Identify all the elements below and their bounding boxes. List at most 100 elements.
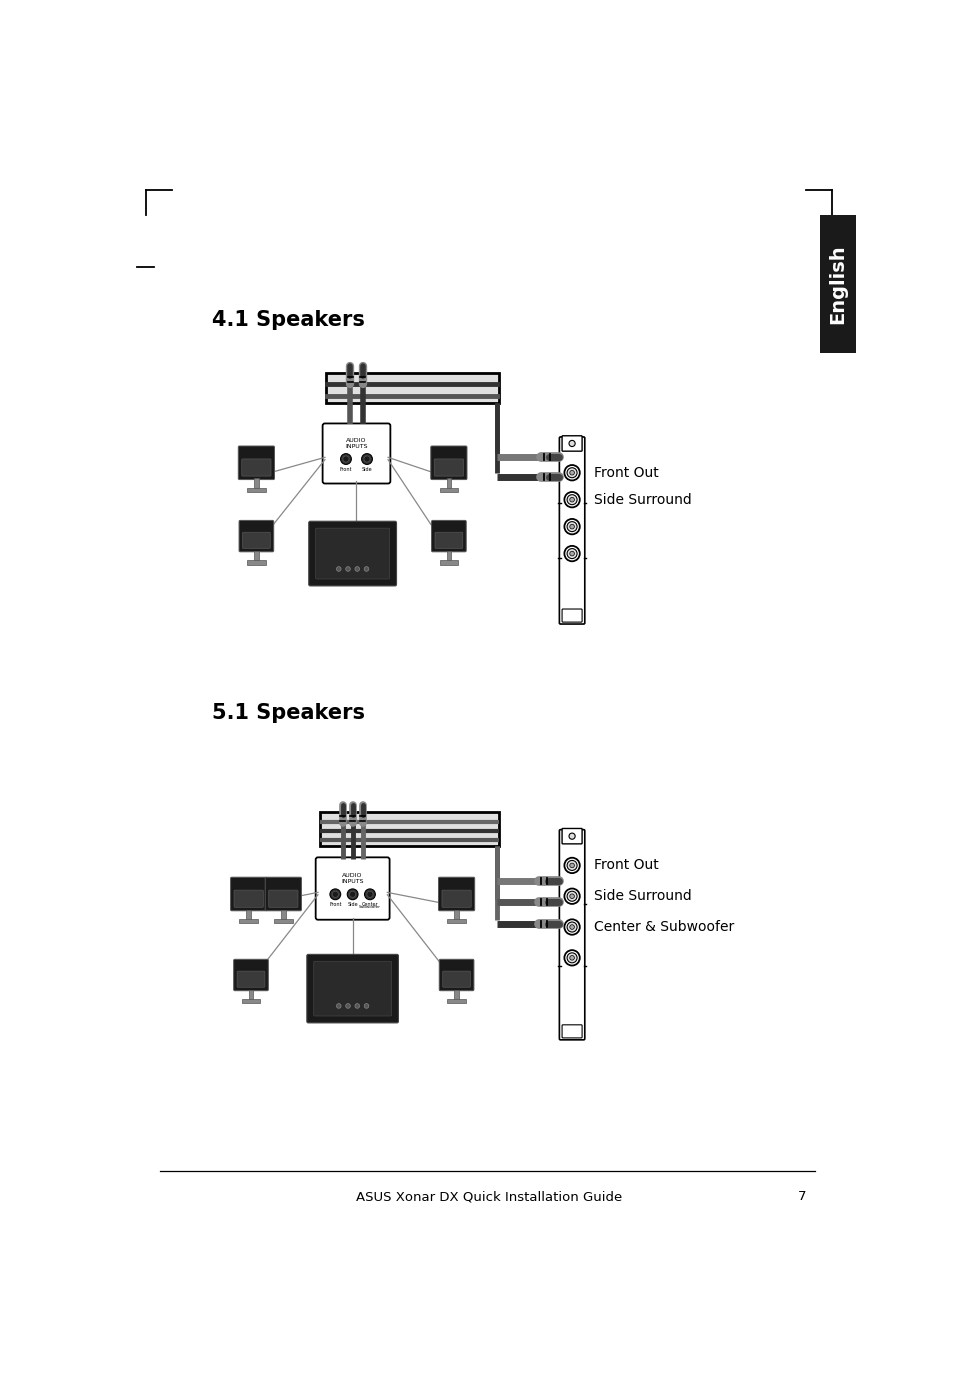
Circle shape: [330, 889, 340, 899]
Circle shape: [564, 519, 579, 535]
Text: Subwoofer: Subwoofer: [358, 905, 380, 909]
Bar: [454, 990, 458, 1001]
Text: Center: Center: [361, 902, 378, 908]
Text: Center & Subwoofer: Center & Subwoofer: [594, 920, 734, 934]
Text: Side Surround: Side Surround: [594, 889, 692, 903]
FancyBboxPatch shape: [561, 1025, 581, 1038]
FancyBboxPatch shape: [241, 459, 271, 476]
Bar: [454, 909, 458, 920]
Circle shape: [569, 551, 574, 555]
FancyBboxPatch shape: [558, 437, 584, 624]
Circle shape: [566, 468, 577, 477]
Circle shape: [345, 567, 350, 571]
Bar: [447, 999, 465, 1004]
Bar: [239, 919, 257, 923]
Circle shape: [564, 465, 579, 480]
FancyBboxPatch shape: [322, 423, 390, 483]
Circle shape: [569, 863, 574, 867]
Circle shape: [564, 919, 579, 935]
FancyBboxPatch shape: [237, 972, 265, 987]
Circle shape: [564, 491, 579, 507]
FancyBboxPatch shape: [431, 521, 466, 551]
FancyBboxPatch shape: [265, 877, 301, 910]
Text: English: English: [828, 244, 846, 324]
Text: Side: Side: [361, 466, 372, 472]
FancyBboxPatch shape: [309, 521, 396, 586]
Circle shape: [355, 567, 359, 571]
Circle shape: [336, 567, 341, 571]
Circle shape: [566, 954, 577, 963]
Circle shape: [566, 922, 577, 933]
Bar: [246, 909, 251, 920]
Text: Front: Front: [339, 466, 352, 472]
Circle shape: [566, 494, 577, 505]
FancyBboxPatch shape: [441, 889, 471, 908]
FancyBboxPatch shape: [561, 436, 581, 451]
Circle shape: [332, 891, 338, 898]
Bar: [325, 373, 498, 404]
FancyBboxPatch shape: [233, 889, 263, 908]
Circle shape: [566, 548, 577, 558]
FancyBboxPatch shape: [269, 889, 297, 908]
Text: 5.1 Speakers: 5.1 Speakers: [213, 703, 365, 722]
Circle shape: [568, 440, 575, 447]
Circle shape: [569, 470, 574, 475]
Circle shape: [364, 889, 375, 899]
Circle shape: [336, 1004, 341, 1008]
Text: ASUS Xonar DX Quick Installation Guide: ASUS Xonar DX Quick Installation Guide: [355, 1190, 621, 1203]
Text: AUDIO
INPUTS: AUDIO INPUTS: [341, 873, 363, 884]
Text: 7: 7: [797, 1190, 805, 1203]
Circle shape: [566, 860, 577, 870]
Bar: [820, 214, 856, 354]
Circle shape: [340, 454, 351, 465]
Circle shape: [569, 894, 574, 899]
Circle shape: [361, 454, 372, 465]
FancyBboxPatch shape: [315, 528, 389, 579]
Circle shape: [564, 546, 579, 561]
FancyBboxPatch shape: [434, 459, 463, 476]
Bar: [247, 560, 265, 565]
Circle shape: [564, 857, 579, 873]
Bar: [253, 479, 258, 489]
Circle shape: [364, 1004, 369, 1008]
Circle shape: [347, 889, 357, 899]
Circle shape: [566, 522, 577, 532]
FancyBboxPatch shape: [242, 532, 270, 548]
FancyBboxPatch shape: [315, 857, 389, 920]
Circle shape: [345, 1004, 350, 1008]
Bar: [439, 560, 457, 565]
Text: Front Out: Front Out: [594, 466, 659, 480]
FancyBboxPatch shape: [314, 962, 391, 1016]
Circle shape: [363, 457, 370, 462]
FancyBboxPatch shape: [231, 877, 267, 910]
FancyBboxPatch shape: [558, 830, 584, 1040]
Circle shape: [569, 525, 574, 529]
Circle shape: [569, 924, 574, 930]
Bar: [446, 479, 451, 489]
Bar: [247, 487, 265, 493]
FancyBboxPatch shape: [561, 610, 581, 622]
Bar: [253, 551, 258, 561]
Bar: [447, 919, 465, 923]
FancyBboxPatch shape: [431, 445, 466, 480]
Bar: [281, 909, 285, 920]
Circle shape: [564, 951, 579, 966]
FancyBboxPatch shape: [238, 445, 274, 480]
FancyBboxPatch shape: [435, 532, 462, 548]
FancyBboxPatch shape: [438, 959, 474, 991]
FancyBboxPatch shape: [233, 959, 268, 991]
Text: Side: Side: [347, 902, 357, 908]
Circle shape: [349, 891, 355, 898]
Circle shape: [569, 497, 574, 503]
FancyBboxPatch shape: [239, 521, 274, 551]
FancyBboxPatch shape: [442, 972, 470, 987]
Bar: [439, 487, 457, 493]
Circle shape: [364, 567, 369, 571]
Circle shape: [342, 457, 349, 462]
Circle shape: [569, 955, 574, 960]
FancyBboxPatch shape: [438, 877, 475, 910]
Text: Side Surround: Side Surround: [594, 493, 692, 507]
Bar: [446, 551, 451, 561]
Text: Front: Front: [329, 902, 341, 908]
Text: Front Out: Front Out: [594, 859, 659, 873]
